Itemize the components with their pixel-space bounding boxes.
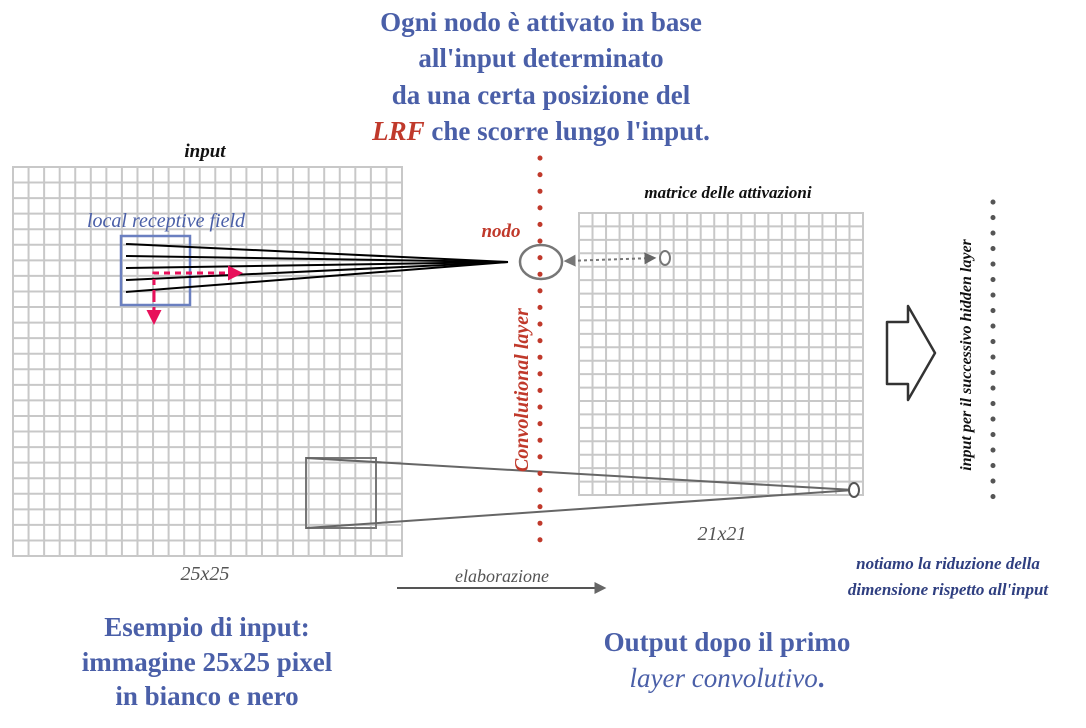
lrf-to-node-lines [125, 243, 509, 293]
caption-right-italic: layer convolutivo [630, 663, 818, 693]
activation-bottom-node [848, 482, 860, 498]
activation-size-label: 21x21 [698, 523, 747, 545]
title-line-2: all'input determinato [418, 43, 663, 73]
caption-left-line-1: Esempio di input: [104, 612, 310, 642]
title-line-1: Ogni nodo è attivato in base [380, 7, 702, 37]
input-grid-label: input [184, 141, 226, 162]
caption-right-line-1: Output dopo il primo [604, 627, 851, 657]
title-line-4-rest: che scorre lungo l'input. [425, 116, 710, 146]
lrf-label: local receptive field [87, 210, 246, 232]
caption-right-period: . [818, 663, 825, 693]
slide-right-arrow [152, 265, 243, 296]
input-grid [12, 166, 403, 557]
last-window-line-bottom [305, 489, 855, 529]
activation-grid-label: matrice delle attivazioni [644, 183, 811, 202]
caption-right-line-2: layer convolutivo. [630, 663, 825, 693]
last-window-box [305, 457, 377, 529]
activation-grid-cell-frame [578, 212, 864, 496]
activation-grid [578, 212, 864, 496]
title-line-3: da una certa posizione del [392, 80, 691, 110]
node-to-activation-arrow [563, 252, 657, 267]
note-line-2: dimensione rispetto all'input [848, 580, 1050, 599]
lrf-box [119, 234, 192, 307]
caption-left-line-2: immagine 25x25 pixel [82, 647, 333, 677]
node-circle [518, 243, 564, 281]
next-layer-label: input per il successivo hidden layer [958, 238, 975, 470]
next-layer-arrow [885, 304, 937, 402]
note-line-1: notiamo la riduzione della [856, 554, 1040, 573]
process-label: elaborazione [455, 566, 549, 586]
activation-top-node [659, 250, 671, 266]
input-grid-cell-frame [12, 166, 403, 557]
caption-left-line-3: in bianco e nero [115, 681, 298, 711]
title-lrf-highlight: LRF [371, 116, 425, 146]
last-window-line-top [305, 457, 855, 491]
title-line-4: LRF che scorre lungo l'input. [371, 116, 710, 146]
input-size-label: 25x25 [181, 563, 230, 585]
node-label: nodo [481, 221, 520, 242]
convolutional-layer-label: Convolutional layer [511, 308, 533, 472]
